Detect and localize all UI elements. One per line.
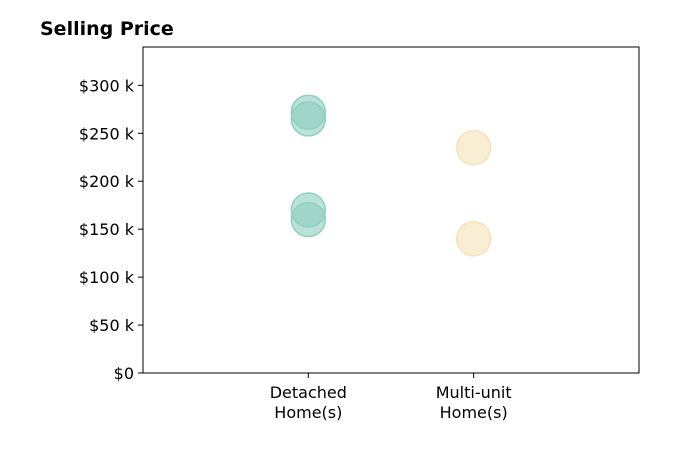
y-tick-label: $300 k xyxy=(79,76,135,95)
y-tick-label: $250 k xyxy=(79,124,135,143)
scatter-point xyxy=(290,201,327,238)
data-points xyxy=(290,94,492,257)
x-tick-label: Home(s) xyxy=(440,403,508,422)
y-tick-label: $200 k xyxy=(79,172,135,191)
scatter-point xyxy=(455,129,492,166)
y-tick-label: $100 k xyxy=(79,268,135,287)
chart-title: Selling Price xyxy=(40,18,174,40)
x-tick-label: Detached xyxy=(270,383,347,402)
y-tick-label: $50 k xyxy=(89,316,135,335)
x-tick-label: Home(s) xyxy=(274,403,342,422)
scatter-point xyxy=(455,221,492,257)
y-tick-label: $0 xyxy=(114,364,134,383)
scatter-point xyxy=(290,101,327,137)
plot-frame xyxy=(142,46,640,374)
y-axis: $0 $50 k $100 k $150 k $200 k $250 k $300 k xyxy=(79,76,143,383)
y-tick-label: $150 k xyxy=(79,220,135,239)
x-tick-label: Multi-unit xyxy=(436,383,512,402)
